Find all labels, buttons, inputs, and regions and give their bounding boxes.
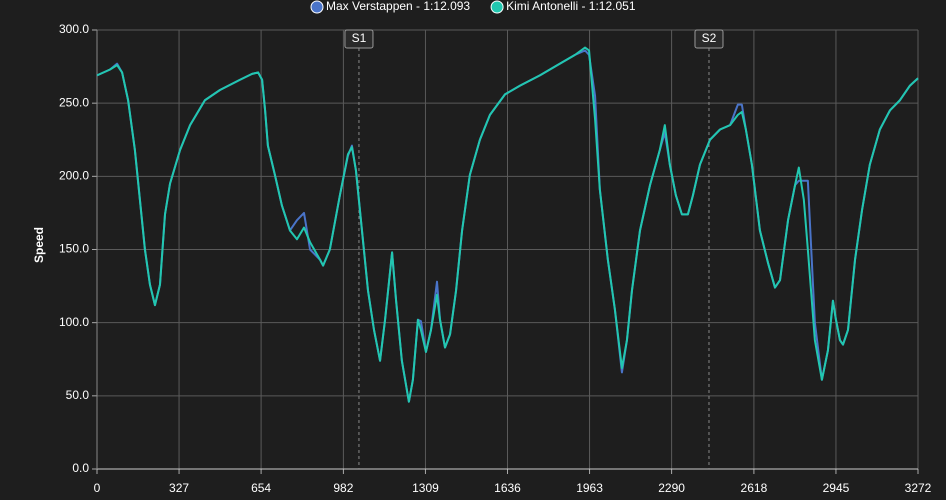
- y-tick-label: 150.0: [59, 242, 89, 256]
- y-tick-label: 300.0: [59, 22, 89, 36]
- y-tick-label: 0.0: [72, 461, 89, 475]
- x-tick-label: 1636: [494, 481, 521, 495]
- line-series: [96, 46, 919, 403]
- y-tick-label: 50.0: [66, 388, 90, 402]
- x-tick-label: 654: [251, 481, 271, 495]
- x-tick-label: 3272: [905, 481, 932, 495]
- x-tick-label: 1963: [576, 481, 603, 495]
- legend-label: Max Verstappen - 1:12.093: [326, 0, 470, 13]
- x-tick-label: 1309: [412, 481, 439, 495]
- sector-label: S2: [702, 31, 717, 45]
- x-tick-label: 2290: [658, 481, 685, 495]
- x-tick-label: 0: [94, 481, 101, 495]
- x-tick-label: 2618: [741, 481, 768, 495]
- y-tick-label: 200.0: [59, 169, 89, 183]
- y-axis-label: Speed: [32, 227, 46, 263]
- x-tick-label: 982: [333, 481, 353, 495]
- legend-swatch: [310, 0, 324, 14]
- y-tick-label: 250.0: [59, 95, 89, 109]
- y-tick-label: 100.0: [59, 315, 89, 329]
- sector-box: [694, 29, 724, 49]
- sector-label: S1: [352, 31, 367, 45]
- x-tick-label: 327: [169, 481, 189, 495]
- sector-box: [344, 29, 374, 49]
- legend-swatch: [490, 0, 504, 14]
- legend-label: Kimi Antonelli - 1:12.051: [506, 0, 636, 13]
- x-tick-label: 2945: [823, 481, 850, 495]
